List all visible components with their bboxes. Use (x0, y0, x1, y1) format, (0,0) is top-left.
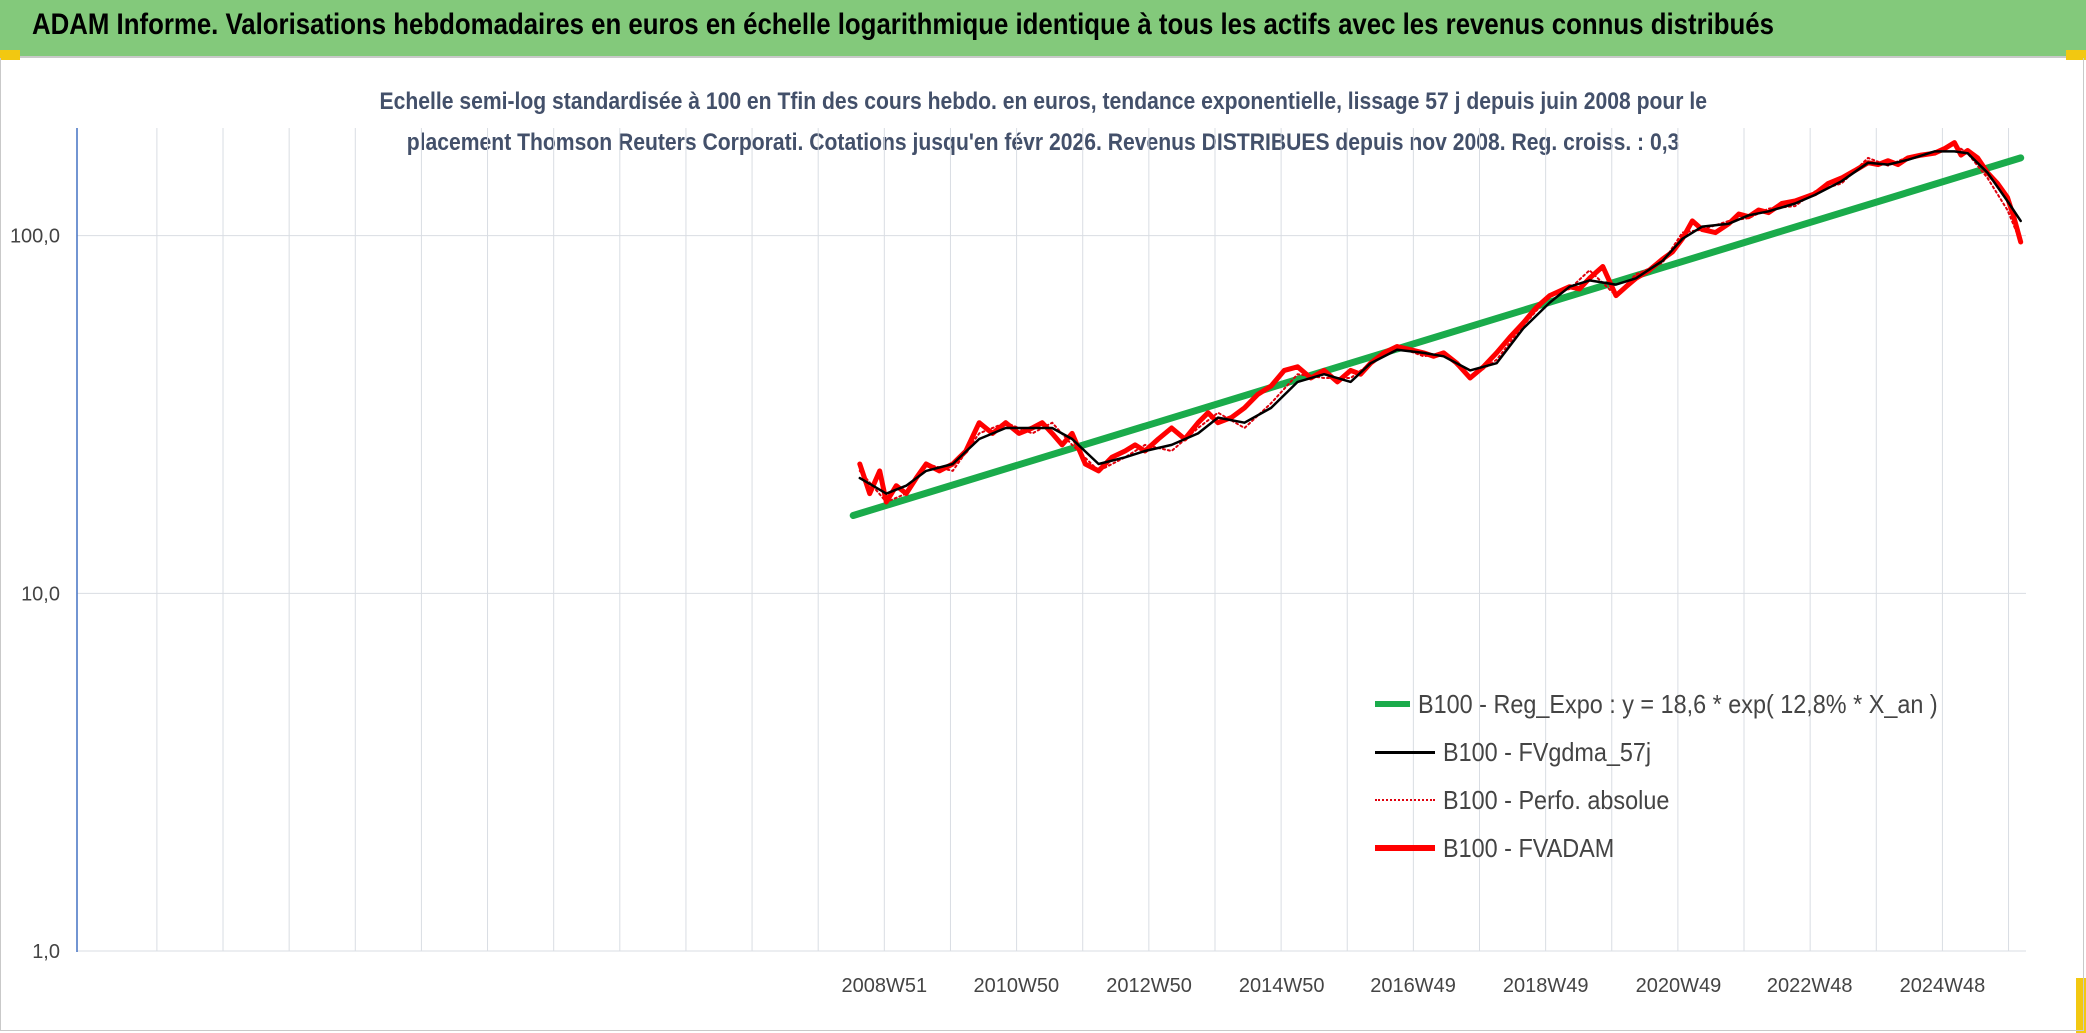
legend-item-regression: B100 - Reg_Expo : y = 18,6 * exp( 12,8% … (1375, 680, 1995, 728)
x-tick-label-4: 2016W49 (1370, 975, 1456, 997)
legend-label-regression: B100 - Reg_Expo : y = 18,6 * exp( 12,8% … (1417, 688, 1938, 719)
legend-swatch-absolute (1375, 799, 1435, 801)
legend-item-smoothed: B100 - FVgdma_57j (1375, 728, 1995, 776)
x-tick-label-5: 2018W49 (1503, 975, 1589, 997)
chart-title-line-2: placement Thomson Reuters Corporati. Cot… (406, 129, 1680, 156)
y-tick-label-0: 1,0 (32, 941, 60, 963)
chart-title-line-1: Echelle semi-log standardisée à 100 en T… (379, 88, 1707, 115)
legend-label-absolute: B100 - Perfo. absolue (1443, 784, 1670, 815)
corner-accent-top-right (2066, 50, 2086, 60)
y-tick-label-1: 10,0 (21, 583, 60, 605)
chart-frame (0, 58, 2084, 1031)
series-fvadam-line (857, 140, 2024, 505)
x-tick-label-2: 2012W50 (1106, 975, 1192, 997)
legend-swatch-regression (1375, 701, 1410, 707)
legend-item-fvadam: B100 - FVADAM (1375, 824, 1995, 872)
x-tick-label-6: 2020W49 (1636, 975, 1722, 997)
series-regression-line (849, 154, 2025, 519)
x-tick-label-3: 2014W50 (1239, 975, 1325, 997)
legend-swatch-fvadam (1375, 845, 1435, 851)
page-title: ADAM Informe. Valorisations hebdomadaire… (32, 8, 1774, 41)
legend-swatch-smoothed (1375, 750, 1435, 754)
header-banner: ADAM Informe. Valorisations hebdomadaire… (0, 0, 2086, 58)
corner-accent-top-left (0, 50, 20, 60)
x-tick-label-8: 2024W48 (1900, 975, 1986, 997)
corner-accent-bottom-right (2076, 978, 2086, 1033)
x-tick-label-7: 2022W48 (1767, 975, 1853, 997)
chart-legend: B100 - Reg_Expo : y = 18,6 * exp( 12,8% … (1375, 680, 1995, 872)
y-tick-label-2: 100,0 (10, 226, 60, 248)
series-smoothed-line (858, 150, 2022, 495)
legend-label-fvadam: B100 - FVADAM (1443, 832, 1615, 863)
x-tick-label-1: 2010W50 (974, 975, 1060, 997)
legend-item-absolute: B100 - Perfo. absolue (1375, 776, 1995, 824)
legend-label-smoothed: B100 - FVgdma_57j (1443, 736, 1652, 767)
x-tick-label-0: 2008W51 (842, 975, 928, 997)
series-absolute-line (858, 143, 2022, 503)
